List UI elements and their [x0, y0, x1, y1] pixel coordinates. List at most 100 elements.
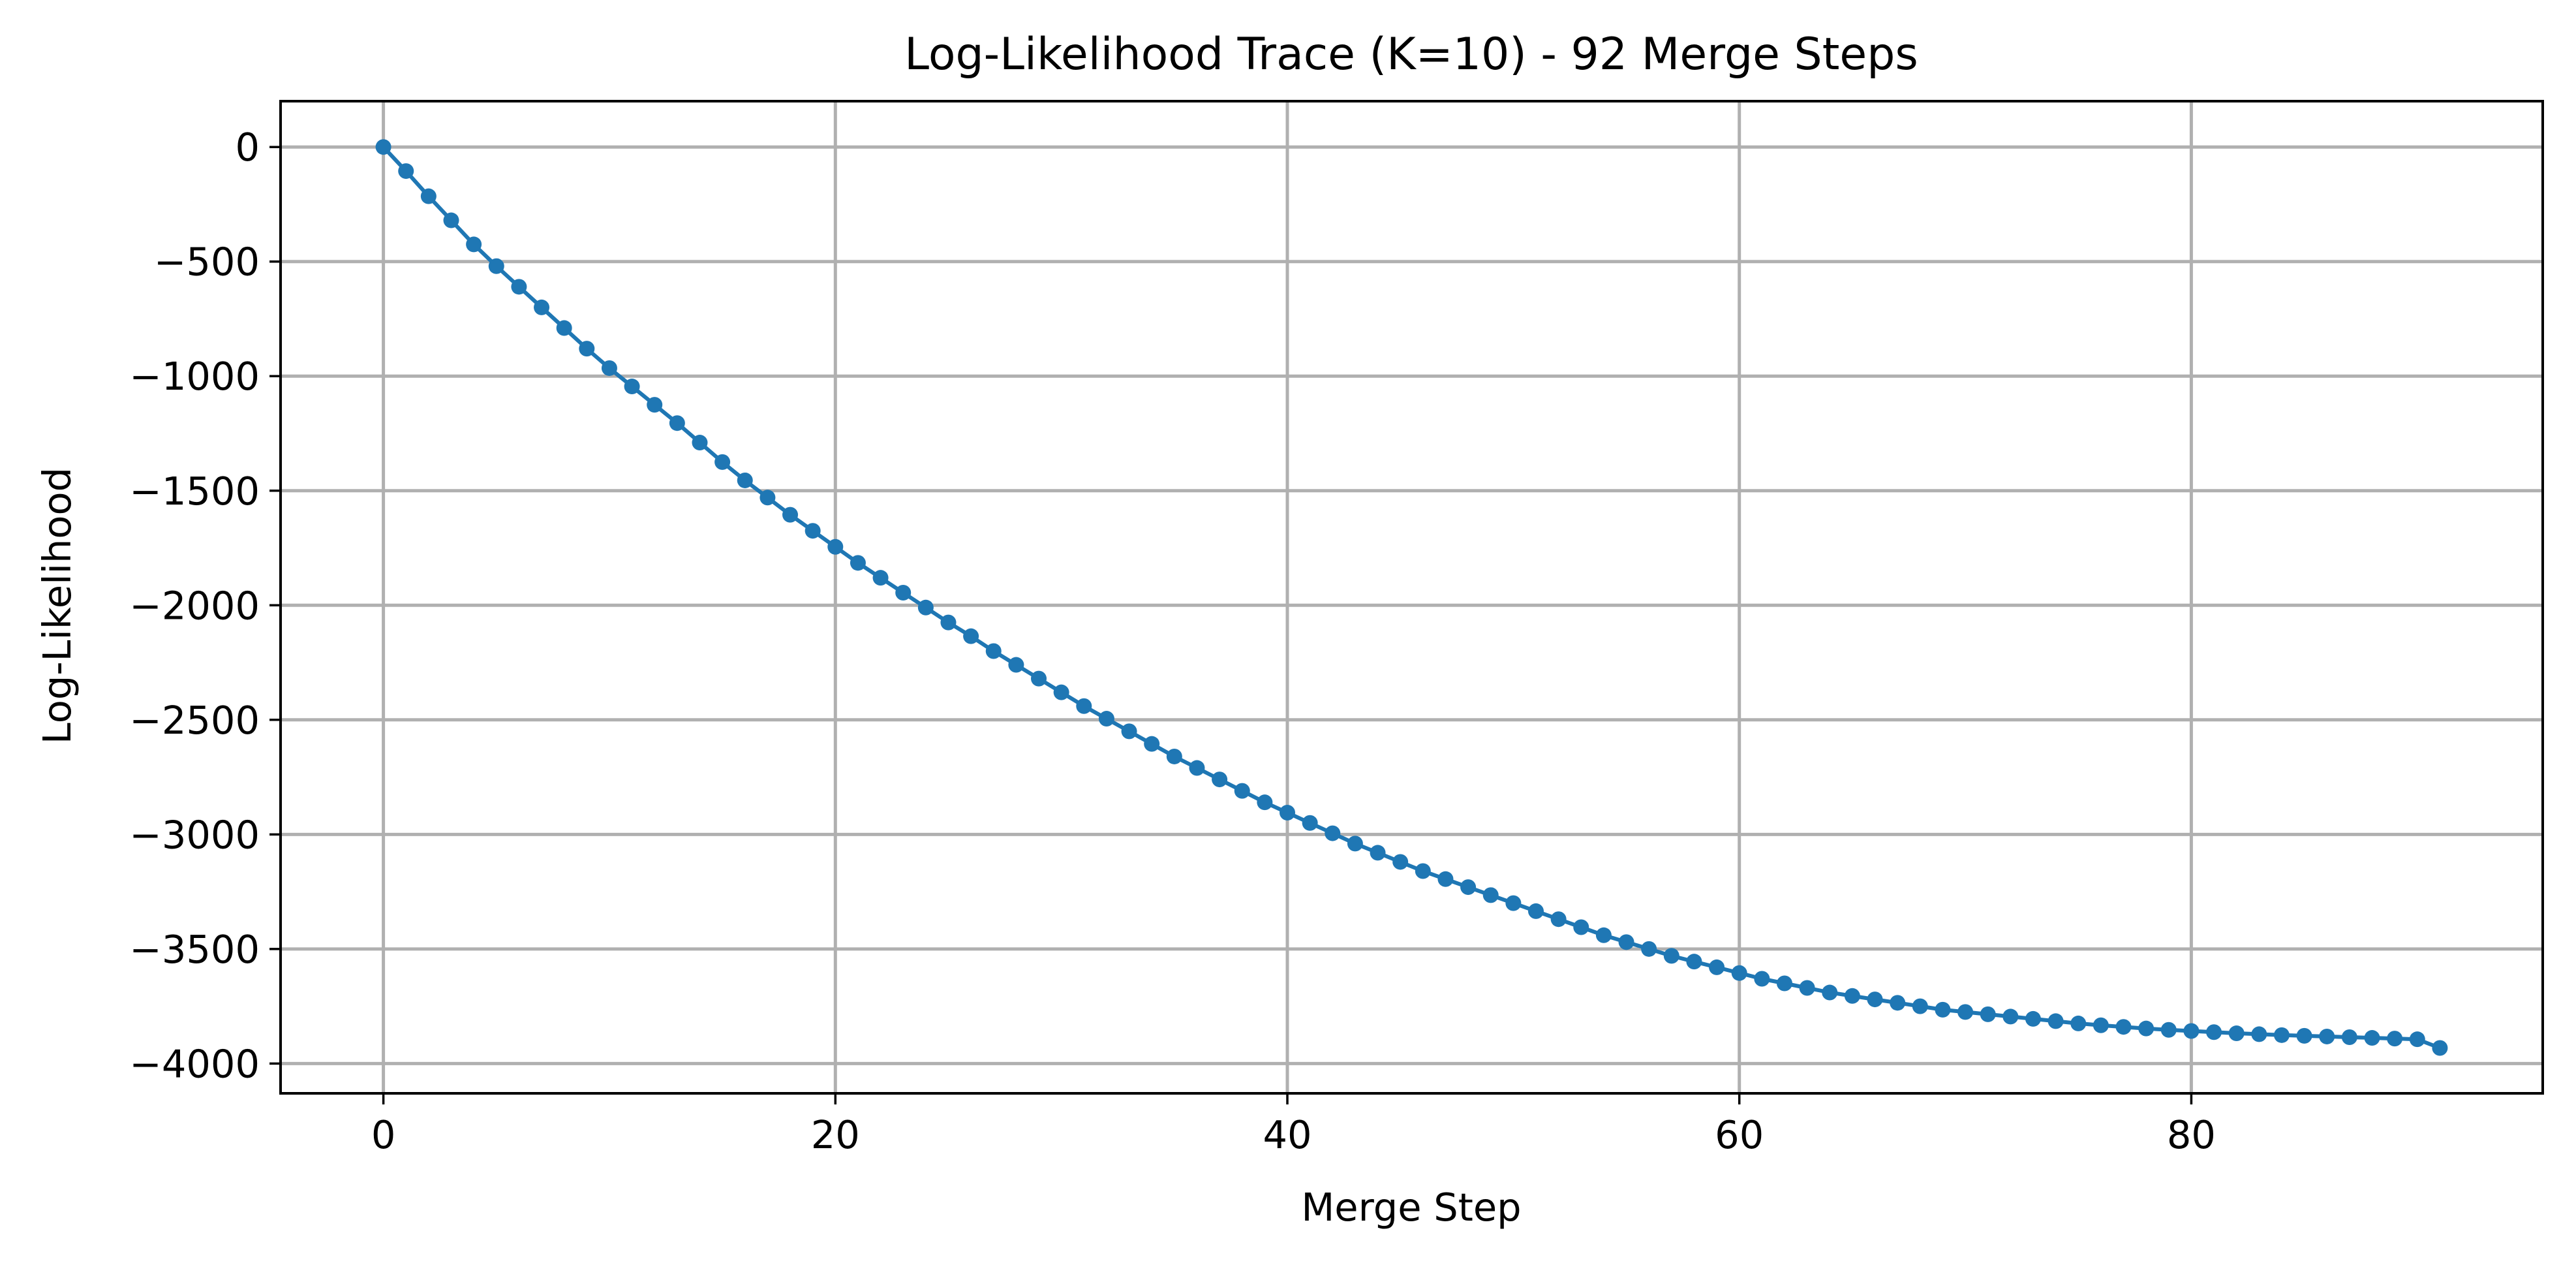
- data-point: [963, 628, 979, 644]
- data-point: [895, 584, 912, 601]
- x-tick-label: 60: [1715, 1112, 1764, 1157]
- data-point: [782, 507, 799, 523]
- data-point: [1550, 911, 1567, 928]
- y-tick-label: −500: [154, 240, 260, 285]
- data-point: [601, 360, 617, 376]
- data-point: [2002, 1008, 2019, 1025]
- y-tick-label: −2500: [129, 698, 260, 743]
- x-tick-label: 80: [2167, 1112, 2216, 1157]
- data-point: [2319, 1028, 2335, 1044]
- x-tick-label: 40: [1263, 1112, 1311, 1157]
- data-point: [1844, 988, 1860, 1004]
- y-tick-label: −3000: [129, 812, 260, 857]
- data-point: [1302, 815, 1318, 831]
- data-point: [1370, 845, 1386, 861]
- data-point: [1121, 723, 1137, 740]
- data-point: [2206, 1024, 2222, 1040]
- data-point: [2251, 1026, 2267, 1042]
- data-point: [714, 454, 731, 470]
- data-point: [398, 163, 414, 180]
- data-point: [1212, 772, 1228, 788]
- data-point: [759, 490, 776, 506]
- data-point: [2387, 1031, 2403, 1047]
- data-point: [1822, 984, 1838, 1001]
- data-point: [1482, 887, 1499, 903]
- data-point: [2093, 1017, 2109, 1033]
- data-point: [985, 643, 1002, 659]
- data-point: [2409, 1031, 2425, 1048]
- data-point: [1595, 927, 1612, 943]
- data-point: [2138, 1020, 2154, 1037]
- data-point: [2432, 1040, 2448, 1056]
- data-point: [2296, 1027, 2312, 1044]
- y-tick-label: −1000: [129, 354, 260, 399]
- data-point: [1867, 992, 1883, 1008]
- data-point: [2025, 1010, 2041, 1027]
- data-point: [1754, 971, 1770, 987]
- data-point: [1618, 934, 1634, 950]
- data-point: [2364, 1030, 2380, 1046]
- data-point: [1257, 794, 1273, 811]
- data-point: [1031, 670, 1047, 687]
- data-point: [1527, 903, 1544, 919]
- y-tick-label: 0: [235, 125, 260, 170]
- data-point: [1189, 760, 1205, 776]
- data-point: [2047, 1013, 2064, 1029]
- data-point: [466, 236, 482, 253]
- data-point: [1460, 879, 1477, 896]
- data-point: [1234, 783, 1250, 799]
- plot-frame: [279, 100, 2544, 1095]
- data-point: [2070, 1015, 2087, 1031]
- data-point: [1709, 959, 1725, 975]
- x-tick-label: 20: [811, 1112, 860, 1157]
- data-point: [1573, 919, 1589, 935]
- data-point: [375, 139, 391, 155]
- data-point: [2273, 1027, 2290, 1043]
- y-tick-label: −2000: [129, 583, 260, 628]
- data-point: [669, 415, 685, 431]
- grid: [281, 101, 2543, 1093]
- data-point: [1098, 711, 1114, 727]
- data-point: [624, 379, 640, 395]
- x-tick-label: 0: [371, 1112, 396, 1157]
- data-point: [1980, 1006, 1996, 1022]
- chart-title: Log-Likelihood Trace (K=10) - 92 Merge S…: [904, 29, 1918, 80]
- data-point: [2115, 1019, 2132, 1035]
- data-point: [1912, 998, 1928, 1014]
- data-point: [1008, 657, 1024, 673]
- data-point: [420, 188, 437, 204]
- data-point: [1641, 941, 1657, 957]
- data-point: [805, 523, 821, 539]
- data-point: [647, 397, 663, 413]
- data-point: [534, 299, 550, 315]
- data-point: [2183, 1023, 2200, 1039]
- data-point: [1325, 825, 1341, 841]
- data-point: [1415, 863, 1431, 879]
- data-point: [556, 320, 572, 336]
- data-point: [488, 258, 504, 274]
- x-axis-ticks: 0 20 40 60 80: [371, 1093, 2216, 1157]
- data-point: [1935, 1001, 1951, 1018]
- data-point: [917, 599, 934, 616]
- data-point: [850, 555, 866, 571]
- data-point: [579, 341, 595, 357]
- data-point: [1437, 871, 1454, 887]
- data-point: [1663, 948, 1679, 964]
- data-point: [2228, 1025, 2245, 1042]
- data-point: [1347, 836, 1363, 852]
- data-point: [1076, 698, 1092, 714]
- data-point: [1731, 965, 1747, 981]
- data-point: [2160, 1022, 2177, 1038]
- data-point: [872, 570, 889, 586]
- data-point: [443, 212, 459, 228]
- y-axis-label: Log-Likelihood: [35, 467, 80, 744]
- data-point: [1280, 804, 1296, 820]
- data-point: [1957, 1004, 1974, 1020]
- data-point: [1166, 748, 1182, 764]
- data-point: [511, 279, 527, 295]
- series-layer: [375, 139, 2448, 1056]
- y-tick-label: −1500: [129, 469, 260, 514]
- data-point: [1799, 980, 1815, 996]
- data-point: [1392, 854, 1409, 870]
